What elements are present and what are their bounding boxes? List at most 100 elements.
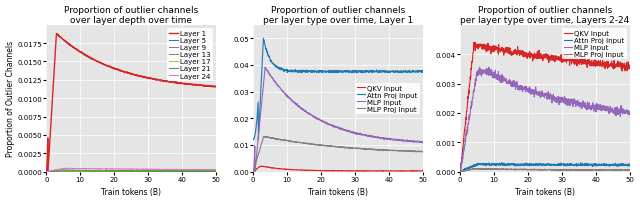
Layer 1	[44, 171, 52, 173]
Layer 9	[117, 169, 125, 172]
MLP Proj Input	[531, 168, 539, 171]
MLP Proj Input	[318, 144, 326, 147]
Attn Proj Input	[267, 61, 275, 63]
Attn Proj Input	[260, 38, 268, 40]
MLP Input	[573, 104, 581, 107]
Layer 9	[60, 169, 67, 172]
Layer 5	[212, 170, 220, 172]
X-axis label: Train tokens (B): Train tokens (B)	[101, 187, 161, 197]
MLP Proj Input	[263, 136, 271, 138]
MLP Input	[324, 123, 332, 126]
Layer 9	[175, 170, 182, 172]
Layer 1	[42, 170, 50, 173]
QKV Input	[592, 60, 600, 62]
QKV Input	[626, 68, 634, 70]
Line: Layer 21: Layer 21	[46, 171, 216, 172]
MLP Input	[531, 92, 539, 94]
Layer 1	[60, 40, 68, 42]
Attn Proj Input	[573, 163, 581, 165]
Layer 21	[111, 170, 119, 173]
Line: Layer 13: Layer 13	[46, 171, 216, 172]
Legend: QKV Input, Attn Proj Input, MLP Input, MLP Proj Input: QKV Input, Attn Proj Input, MLP Input, M…	[355, 83, 420, 114]
Layer 24	[60, 167, 67, 170]
MLP Input	[385, 139, 393, 141]
X-axis label: Train tokens (B): Train tokens (B)	[308, 187, 368, 197]
Layer 24	[111, 168, 119, 170]
Layer 5	[43, 171, 51, 173]
QKV Input	[250, 171, 257, 173]
Layer 24	[175, 168, 182, 171]
MLP Input	[251, 170, 259, 173]
Layer 17	[60, 170, 68, 172]
Layer 17	[175, 170, 182, 173]
Attn Proj Input	[382, 70, 390, 73]
Layer 1	[178, 83, 186, 85]
Layer 24	[60, 167, 68, 169]
QKV Input	[318, 169, 326, 172]
MLP Proj Input	[592, 169, 600, 172]
MLP Proj Input	[626, 169, 634, 171]
Legend: Layer 1, Layer 5, Layer 9, Layer 13, Layer 17, Layer 21, Layer 24: Layer 1, Layer 5, Layer 9, Layer 13, Lay…	[168, 29, 212, 81]
Layer 5	[175, 170, 183, 172]
QKV Input	[250, 171, 257, 173]
Line: Layer 5: Layer 5	[46, 170, 216, 172]
Line: Attn Proj Input: Attn Proj Input	[253, 39, 423, 140]
Layer 1	[212, 86, 220, 88]
QKV Input	[382, 170, 390, 172]
Layer 21	[61, 170, 69, 172]
Layer 1	[175, 83, 183, 85]
Attn Proj Input	[456, 170, 464, 172]
Line: MLP Proj Input: MLP Proj Input	[460, 168, 630, 172]
Layer 21	[60, 170, 67, 172]
Legend: QKV Input, Attn Proj Input, MLP Input, MLP Proj Input: QKV Input, Attn Proj Input, MLP Input, M…	[562, 29, 627, 60]
Layer 5	[60, 169, 68, 172]
Layer 21	[175, 170, 182, 173]
QKV Input	[474, 45, 481, 47]
MLP Input	[457, 171, 465, 173]
Line: QKV Input: QKV Input	[460, 43, 630, 172]
Layer 1	[118, 71, 125, 73]
Layer 17	[111, 170, 119, 172]
Layer 5	[118, 170, 125, 172]
MLP Input	[626, 112, 634, 114]
Layer 13	[117, 170, 125, 172]
Layer 24	[212, 168, 220, 171]
MLP Input	[267, 76, 275, 78]
Layer 17	[56, 170, 64, 172]
MLP Proj Input	[474, 167, 481, 170]
MLP Input	[456, 171, 464, 173]
Attn Proj Input	[318, 70, 326, 72]
Layer 24	[42, 171, 50, 173]
Layer 21	[212, 170, 220, 173]
Layer 9	[159, 170, 167, 173]
Layer 21	[42, 171, 50, 173]
Layer 5	[111, 170, 119, 172]
Layer 17	[178, 170, 186, 173]
MLP Proj Input	[525, 168, 533, 171]
MLP Input	[592, 111, 600, 114]
Attn Proj Input	[525, 163, 533, 165]
MLP Proj Input	[385, 149, 393, 152]
Attn Proj Input	[324, 71, 332, 74]
QKV Input	[531, 56, 539, 59]
Attn Proj Input	[366, 70, 374, 72]
MLP Proj Input	[366, 148, 374, 151]
MLP Proj Input	[589, 169, 596, 171]
Attn Proj Input	[250, 139, 257, 141]
Layer 5	[62, 169, 70, 171]
Layer 5	[42, 170, 50, 173]
Attn Proj Input	[626, 165, 634, 167]
Attn Proj Input	[250, 139, 257, 141]
Title: Proportion of outlier channels
per layer type over time, Layers 2-24: Proportion of outlier channels per layer…	[461, 5, 630, 25]
Layer 17	[117, 170, 125, 173]
Layer 13	[42, 171, 50, 173]
Layer 24	[178, 168, 186, 171]
Attn Proj Input	[474, 163, 481, 165]
X-axis label: Train tokens (B): Train tokens (B)	[515, 187, 575, 197]
QKV Input	[385, 170, 393, 173]
MLP Proj Input	[573, 169, 581, 171]
Line: MLP Input: MLP Input	[460, 68, 630, 172]
MLP Input	[589, 107, 596, 110]
Layer 24	[159, 168, 167, 171]
QKV Input	[589, 62, 596, 65]
